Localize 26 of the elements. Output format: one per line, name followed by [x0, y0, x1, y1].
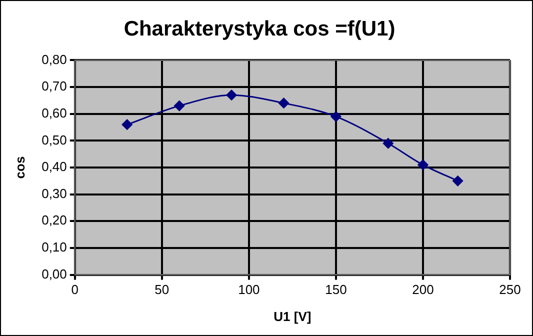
point	[122, 119, 132, 130]
y-axis-title: cos	[12, 156, 28, 179]
point	[278, 98, 289, 108]
point	[226, 90, 237, 100]
point	[330, 111, 342, 122]
point	[418, 160, 428, 170]
x-tick-label: 0	[71, 282, 79, 298]
y-tick-label: 0,80	[42, 52, 67, 67]
x-tick-label: 100	[238, 282, 260, 298]
y-tick-label: 0,00	[42, 266, 67, 282]
x-tick-label: 50	[154, 282, 170, 298]
chart-title: Charakterystyka cos =f(U1)	[124, 17, 396, 40]
point	[382, 138, 394, 149]
y-tick-label: 0,50	[42, 132, 67, 148]
y-tick-label: 0,40	[42, 159, 67, 174]
y-tick-label: 0,10	[42, 240, 67, 255]
y-tick-label: 0,20	[42, 212, 67, 228]
y-tick-label: 0,60	[42, 105, 67, 120]
x-axis-title: U1 [V]	[274, 308, 312, 324]
y-tick-label: 0,70	[42, 78, 67, 94]
x-tick-label: 150	[325, 282, 347, 298]
point	[174, 100, 185, 112]
y-tick-label: 0,30	[42, 186, 67, 201]
x-tick-label: 200	[412, 282, 434, 298]
point	[452, 176, 464, 186]
x-tick-label: 250	[499, 282, 521, 298]
